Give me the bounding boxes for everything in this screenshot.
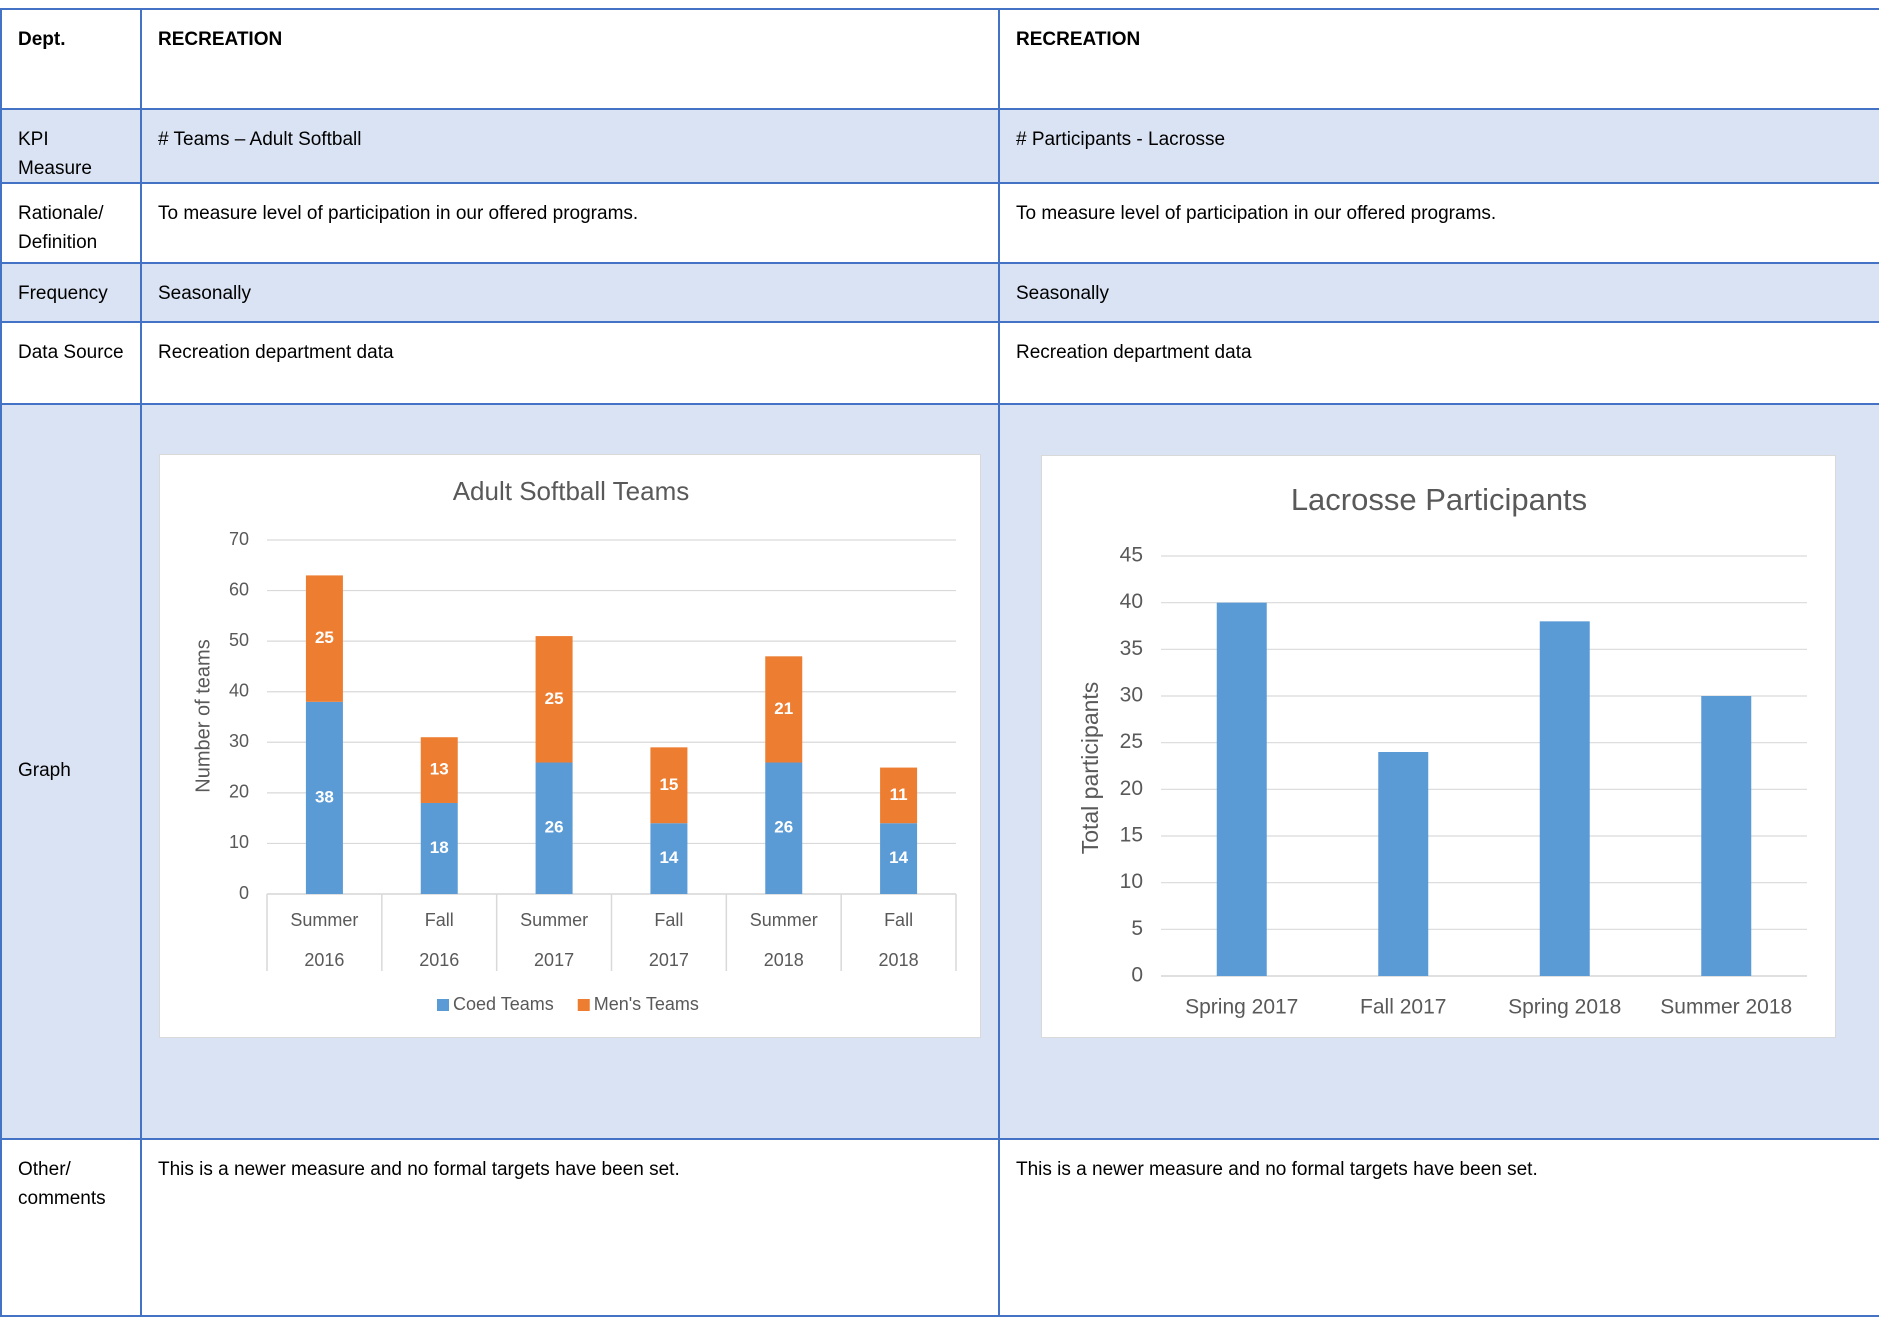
y-axis-label: Total participants — [1077, 682, 1103, 855]
data-label: 18 — [430, 838, 449, 857]
bar-segment — [305, 575, 343, 702]
cell-text: To measure level of participation in our… — [140, 182, 998, 262]
chart-title: Adult Softball Teams — [453, 476, 690, 506]
x-tick-label: Fall — [425, 910, 454, 930]
bar-segment — [765, 656, 803, 763]
y-tick-label: 35 — [1120, 637, 1143, 660]
x-tick-label: Summer — [520, 910, 588, 930]
data-label: 15 — [659, 775, 678, 794]
row-label: Graph — [0, 403, 140, 1138]
bar-segment — [535, 636, 573, 763]
y-tick-label: 20 — [1120, 777, 1143, 800]
x-tick-label: 2017 — [649, 950, 689, 970]
bar-segment — [880, 767, 918, 824]
chart-box: Lacrosse Participants Total participants 0… — [1041, 455, 1836, 1038]
bar-segment — [765, 762, 803, 894]
data-label: 25 — [315, 628, 334, 647]
cell-text: This is a newer measure and no formal ta… — [140, 1138, 998, 1317]
data-label: 25 — [545, 689, 564, 708]
cell-text: Seasonally — [140, 262, 998, 321]
legend-label: Men's Teams — [594, 994, 699, 1014]
y-tick-label: 5 — [1131, 917, 1143, 940]
x-tick-label: Spring 2017 — [1185, 996, 1298, 1019]
data-label: 21 — [774, 699, 793, 718]
bar-segment — [880, 823, 918, 894]
chart-box: Adult Softball Teams Number of teams 0 10 20… — [159, 454, 981, 1038]
cell-text: Recreation department data — [140, 321, 998, 403]
y-tick-label: 40 — [229, 680, 249, 700]
x-tick-label: Fall — [654, 910, 683, 930]
x-tick-label: 2017 — [534, 950, 574, 970]
row-label: Data Source — [0, 321, 140, 403]
y-tick-label: 10 — [1120, 870, 1143, 893]
y-tick-label: 25 — [1120, 730, 1143, 753]
x-tick-label: Summer — [750, 910, 818, 930]
bar-segment — [535, 762, 573, 894]
cell-text: RECREATION — [140, 8, 998, 108]
bar-segment — [650, 747, 688, 824]
chart-title: Lacrosse Participants — [1291, 482, 1587, 517]
bar — [1539, 621, 1590, 976]
bar-segment — [420, 802, 458, 894]
chart: Lacrosse Participants Total participants 0… — [1077, 482, 1807, 1019]
bar — [1701, 696, 1752, 976]
y-tick-label: 0 — [239, 883, 249, 903]
y-tick-label: 70 — [229, 529, 249, 549]
y-tick-label: 60 — [229, 579, 249, 599]
cell-text: To measure level of participation in our… — [998, 182, 1879, 262]
row-label: Rationale/ Definition — [0, 182, 140, 262]
bar-segment — [305, 701, 343, 894]
x-tick-label: 2016 — [419, 950, 459, 970]
row-label: Frequency — [0, 262, 140, 321]
cell-text: This is a newer measure and no formal ta… — [998, 1138, 1879, 1317]
x-tick-label: Summer — [290, 910, 358, 930]
x-tick-label: Summer 2018 — [1660, 996, 1792, 1019]
y-axis-label: Number of teams — [192, 639, 214, 792]
x-tick-label: Spring 2018 — [1508, 996, 1621, 1019]
bar — [1216, 602, 1267, 976]
bar-segment — [420, 737, 458, 803]
data-label: 38 — [315, 787, 334, 806]
legend-swatch — [437, 999, 449, 1011]
data-label: 13 — [430, 760, 449, 779]
data-label: 14 — [889, 848, 908, 867]
x-tick-label: 2018 — [879, 950, 919, 970]
cell-text: RECREATION — [998, 8, 1879, 108]
data-label: 26 — [545, 818, 564, 837]
y-tick-label: 20 — [229, 782, 249, 802]
legend-label: Coed Teams — [453, 994, 554, 1014]
cell-text: # Participants - Lacrosse — [998, 108, 1879, 182]
y-tick-label: 15 — [1120, 824, 1143, 847]
y-tick-label: 40 — [1120, 590, 1143, 613]
row-label: Other/ comments — [0, 1138, 140, 1317]
chart: Adult Softball Teams Number of teams 0 10 20… — [192, 476, 957, 1014]
cell-text: Seasonally — [998, 262, 1879, 321]
y-tick-label: 45 — [1120, 544, 1143, 567]
row-label: KPI Measure — [0, 108, 140, 182]
y-tick-label: 50 — [229, 630, 249, 650]
cell-text: Recreation department data — [998, 321, 1879, 403]
row-label: Dept. — [0, 8, 140, 108]
bar — [1378, 752, 1429, 976]
data-label: 11 — [890, 785, 908, 804]
x-tick-label: 2018 — [764, 950, 804, 970]
y-tick-label: 30 — [1120, 684, 1143, 707]
data-label: 14 — [659, 848, 678, 867]
x-tick-label: 2016 — [304, 950, 344, 970]
bar-segment — [650, 823, 688, 894]
legend-swatch — [577, 999, 590, 1011]
x-tick-label: Fall — [884, 910, 913, 930]
data-label: 26 — [774, 818, 793, 837]
y-tick-label: 0 — [1131, 964, 1143, 987]
y-tick-label: 30 — [229, 731, 249, 751]
y-tick-label: 10 — [229, 832, 249, 852]
cell-text: # Teams – Adult Softball — [140, 108, 998, 182]
x-tick-label: Fall 2017 — [1360, 996, 1446, 1019]
